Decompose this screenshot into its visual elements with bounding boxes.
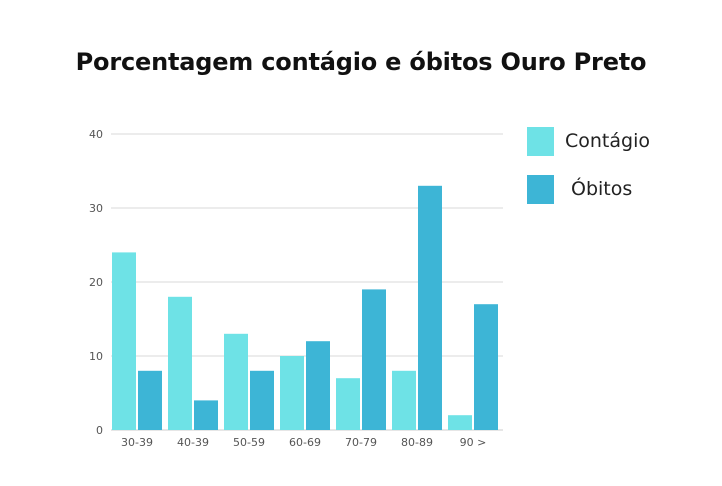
x-tick-label: 90 > <box>460 436 487 449</box>
y-tick-label: 10 <box>89 350 103 363</box>
x-tick-label: 40-39 <box>177 436 209 449</box>
x-tick-label: 80-89 <box>401 436 433 449</box>
bar-obitos-40-39 <box>194 400 218 430</box>
bar-obitos-50-59 <box>250 370 274 430</box>
legend-label-obitos: Óbitos <box>571 178 633 200</box>
bar-obitos-60-69 <box>306 341 330 430</box>
bar-contagio-90- <box>448 415 472 430</box>
x-tick-label: 30-39 <box>121 436 153 449</box>
bar-contagio-50-59 <box>224 333 248 430</box>
x-tick-label: 50-59 <box>233 436 265 449</box>
bar-obitos-80-89 <box>418 185 442 430</box>
bar-contagio-60-69 <box>280 356 304 430</box>
bar-obitos-90- <box>474 304 498 430</box>
legend-swatch-obitos <box>527 175 554 204</box>
chart-title: Porcentagem contágio e óbitos Ouro Preto <box>75 48 647 76</box>
x-tick-label: 70-79 <box>345 436 377 449</box>
bar-contagio-40-39 <box>168 296 192 430</box>
y-tick-label: 30 <box>89 202 103 215</box>
legend-label-contagio: Contágio <box>565 130 650 152</box>
y-tick-label: 20 <box>89 276 103 289</box>
x-tick-label: 60-69 <box>289 436 321 449</box>
bar-contagio-80-89 <box>392 370 416 430</box>
bar-obitos-70-79 <box>362 289 386 430</box>
bar-obitos-30-39 <box>138 370 162 430</box>
y-tick-label: 0 <box>96 424 103 437</box>
legend-swatch-contagio <box>527 127 554 156</box>
bar-contagio-30-39 <box>112 252 136 430</box>
y-tick-label: 40 <box>89 128 103 141</box>
bar-contagio-70-79 <box>336 378 360 430</box>
